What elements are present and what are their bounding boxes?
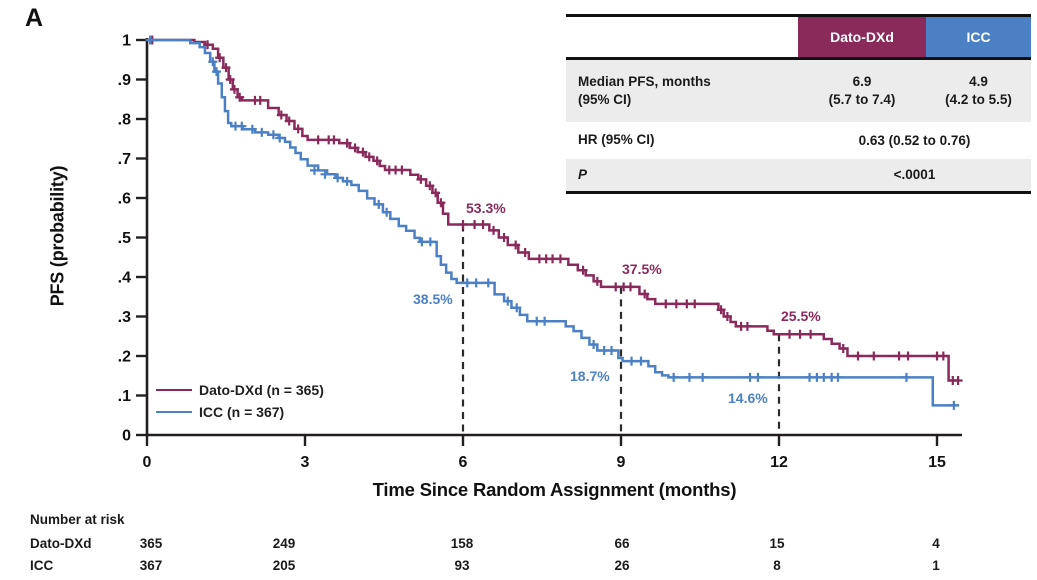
landmark-annotation-dato: 53.3% (466, 200, 506, 216)
median-pfs-dato-value: 6.9 (5.7 to 7.4) (798, 60, 926, 122)
y-tick-label: .6 (118, 191, 131, 208)
landmark-annotation-dato: 25.5% (781, 308, 821, 324)
median-pfs-icc-value: 4.9 (4.2 to 5.5) (926, 60, 1031, 122)
p-label: P (578, 166, 588, 182)
dato-line-swatch (156, 388, 192, 392)
stats-table: Dato-DXd ICC Median PFS, months (95% CI)… (566, 14, 1031, 194)
panel-label: A (25, 4, 44, 32)
table-bottom-border (566, 190, 1031, 194)
y-tick-label: .8 (118, 112, 131, 129)
row-median-pfs: Median PFS, months (95% CI) 6.9 (5.7 to … (566, 59, 1031, 122)
y-axis-label: PFS (probability) (47, 165, 68, 307)
risk-count: 367 (139, 558, 163, 573)
y-tick-label: 0 (122, 428, 131, 445)
hr-label: HR (95% CI) (578, 132, 655, 147)
header-cell-dato: Dato-DXd (798, 17, 926, 57)
risk-count: 249 (272, 536, 296, 551)
risk-count: 1 (932, 558, 940, 573)
y-tick-label: .3 (118, 309, 131, 326)
km-curve-icc (147, 38, 960, 407)
stats-table-header: Dato-DXd ICC (566, 17, 1031, 57)
table-top-border (566, 14, 1031, 17)
risk-count: 26 (614, 558, 630, 573)
risk-count: 4 (932, 536, 940, 551)
y-tick-label: .4 (118, 270, 131, 287)
row-p-value: P <.0001 (566, 158, 1031, 191)
censor-marks-icc (145, 35, 959, 410)
header-cell-icc: ICC (926, 17, 1031, 57)
y-tick-label: 1 (122, 33, 131, 50)
number-at-risk-title: Number at risk (30, 512, 125, 527)
median-dato-ci: (5.7 to 7.4) (828, 91, 896, 107)
y-tick-label: .7 (118, 151, 131, 168)
risk-count: 8 (773, 558, 781, 573)
y-tick-label: .5 (118, 230, 131, 247)
x-tick-label: 6 (459, 454, 468, 471)
x-tick-label: 3 (301, 454, 310, 471)
table-header-divider (566, 57, 1031, 60)
risk-count: 205 (272, 558, 296, 573)
landmark-annotation-icc: 38.5% (413, 291, 453, 307)
risk-row-label-dato: Dato-DXd (30, 536, 92, 551)
row-hazard-ratio: HR (95% CI) 0.63 (0.52 to 0.76) (566, 121, 1031, 159)
legend-label-dato: Dato-DXd (n = 365) (199, 382, 324, 398)
median-pfs-label: Median PFS, months (95% CI) (566, 60, 798, 122)
risk-row-label-icc: ICC (30, 558, 54, 573)
legend-item-icc: ICC (n = 367) (156, 401, 324, 423)
p-value: <.0001 (893, 167, 936, 182)
x-tick-label: 12 (770, 454, 788, 471)
legend: Dato-DXd (n = 365) ICC (n = 367) (156, 379, 324, 423)
y-tick-label: .9 (118, 72, 131, 89)
landmark-annotation-dato: 37.5% (622, 261, 662, 277)
risk-count: 66 (614, 536, 630, 551)
legend-label-icc: ICC (n = 367) (199, 404, 285, 420)
x-tick-label: 15 (928, 454, 946, 471)
median-dato: 6.9 (852, 73, 872, 89)
risk-count: 365 (139, 536, 163, 551)
median-pfs-label-line2: (95% CI) (578, 91, 632, 107)
header-spacer (566, 17, 798, 57)
risk-count: 15 (769, 536, 785, 551)
x-axis-label: Time Since Random Assignment (months) (372, 479, 737, 500)
icc-line-swatch (156, 410, 192, 414)
median-pfs-label-line1: Median PFS, months (578, 73, 711, 89)
hr-value: 0.63 (0.52 to 0.76) (858, 132, 971, 148)
median-icc-ci: (4.2 to 5.5) (945, 91, 1012, 107)
risk-count: 158 (450, 536, 474, 551)
landmark-annotation-icc: 18.7% (570, 368, 610, 384)
risk-count: 93 (454, 558, 470, 573)
x-tick-label: 0 (143, 454, 152, 471)
landmark-annotation-icc: 14.6% (728, 390, 768, 406)
x-tick-label: 9 (617, 454, 626, 471)
median-icc: 4.9 (969, 73, 988, 89)
legend-item-dato: Dato-DXd (n = 365) (156, 379, 324, 401)
y-tick-label: .2 (118, 349, 131, 366)
y-tick-label: .1 (118, 388, 131, 405)
